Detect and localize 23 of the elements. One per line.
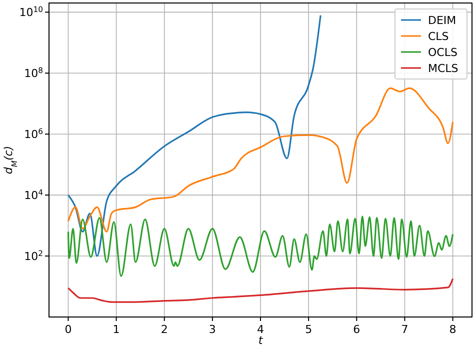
x-tick-label: 0 [64, 323, 72, 336]
line-series [67, 87, 454, 232]
x-tick-label: 5 [305, 323, 312, 336]
line-series [67, 14, 322, 257]
x-tick-label: 1 [112, 323, 120, 336]
y-tick-label: 10$^{4}$ [24, 188, 44, 202]
legend-label: MCLS [428, 62, 458, 75]
x-tick-label: 6 [353, 323, 360, 336]
line-series [67, 216, 454, 277]
x-axis-title: t [258, 334, 264, 347]
x-tick-label: 7 [401, 323, 408, 336]
x-tick-label: 3 [208, 323, 216, 336]
y-tick-label: 10$^{8}$ [24, 66, 44, 80]
x-tick-label: 8 [449, 323, 456, 336]
line-series [67, 278, 454, 303]
x-tick-label: 4 [257, 323, 264, 336]
legend-label: DEIM [428, 14, 456, 27]
legend-label: OCLS [428, 46, 458, 59]
legend-label: CLS [428, 30, 449, 43]
y-tick-label: 10$^{10}$ [19, 4, 44, 20]
x-tick-label: 2 [160, 323, 168, 336]
y-tick-label: 10$^{2}$ [24, 248, 44, 264]
y-tick-label: 10$^{6}$ [24, 126, 44, 142]
